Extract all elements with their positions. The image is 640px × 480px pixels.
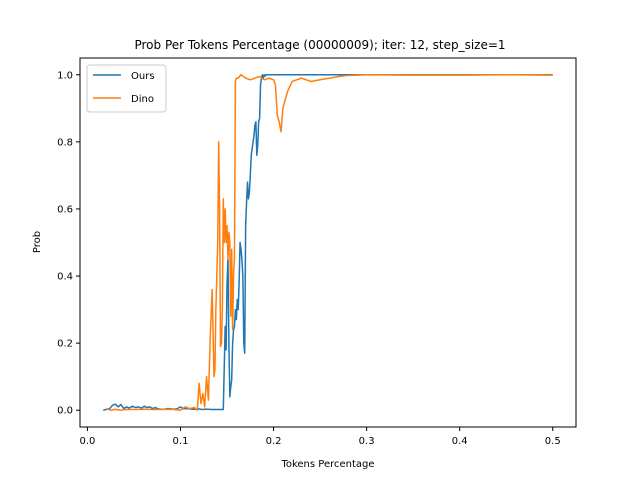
- x-axis-label: Tokens Percentage: [280, 459, 374, 470]
- plot-frame: [79, 57, 577, 428]
- legend: Ours Dino: [86, 64, 167, 113]
- y-tick-label: 1.0: [57, 70, 73, 81]
- legend-label-dino: Dino: [131, 94, 154, 105]
- legend-label-ours: Ours: [131, 71, 155, 82]
- x-axis-ticks: 0.0 0.1 0.2 0.3 0.4 0.5: [79, 427, 561, 447]
- x-tick-label: 0.3: [359, 436, 375, 447]
- x-tick-label: 0.5: [545, 436, 561, 447]
- y-tick-label: 0.4: [57, 272, 73, 283]
- y-tick-label: 0.8: [57, 137, 73, 148]
- chart-title: Prob Per Tokens Percentage (00000009); i…: [134, 38, 505, 52]
- y-tick-label: 0.6: [57, 204, 73, 215]
- y-tick-label: 0.0: [57, 406, 73, 417]
- x-tick-label: 0.2: [266, 436, 282, 447]
- x-tick-label: 0.1: [173, 436, 189, 447]
- legend-box: [86, 64, 167, 113]
- x-tick-label: 0.4: [452, 436, 468, 447]
- series-lines: [103, 74, 553, 411]
- series-line-ours: [103, 74, 553, 411]
- y-tick-label: 0.2: [57, 339, 73, 350]
- series-line-dino: [105, 74, 553, 411]
- y-axis-label: Prob: [32, 231, 43, 253]
- x-tick-label: 0.0: [79, 436, 95, 447]
- y-axis-ticks: 0.0 0.2 0.4 0.6 0.8 1.0: [57, 70, 80, 417]
